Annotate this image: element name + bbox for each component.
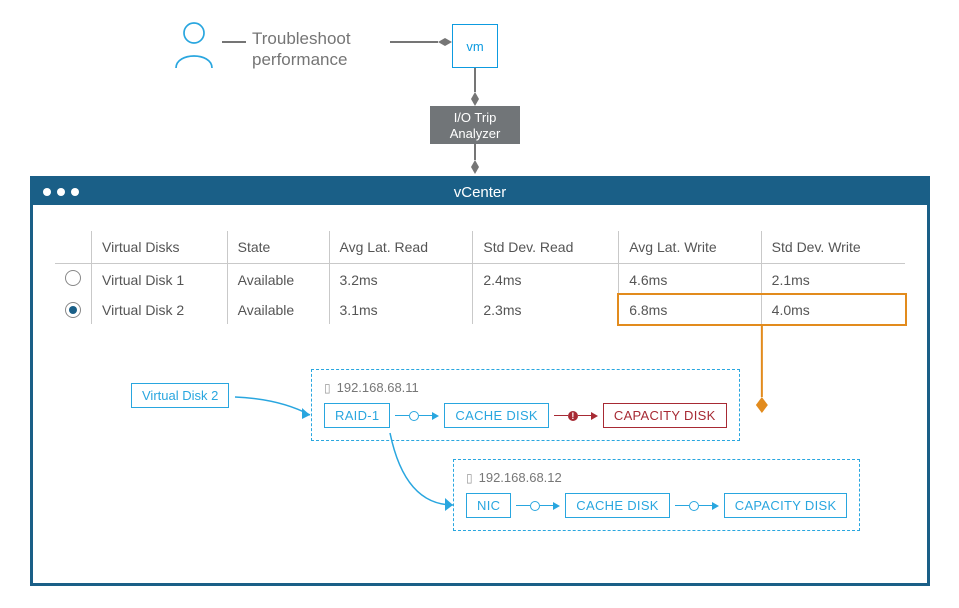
topology-area: Virtual Disk 2 192.168.68.11 RAID-1 CACHE…	[55, 365, 905, 569]
arrow-person-to-label	[222, 39, 246, 45]
table-header: State	[227, 231, 329, 264]
table-row[interactable]: Virtual Disk 2Available3.1ms2.3ms6.8ms4.…	[55, 295, 905, 324]
table-header: Std Dev. Read	[473, 231, 619, 264]
troubleshoot-label: Troubleshoot performance	[252, 28, 351, 71]
top-flow: Troubleshoot performance vm I/O Trip Ana…	[0, 10, 959, 170]
table-cell: 3.1ms	[329, 295, 473, 324]
chain-connector	[516, 501, 560, 511]
chain-chip: NIC	[466, 493, 511, 518]
vcenter-body: Virtual Disks State Avg Lat. Read Std De…	[33, 205, 927, 583]
virtual-disk-label: Virtual Disk 2	[131, 383, 229, 408]
table-cell: 2.4ms	[473, 264, 619, 296]
host-ip: 192.168.68.12	[466, 470, 847, 485]
window-dot	[71, 188, 79, 196]
radio-icon[interactable]	[65, 302, 81, 318]
row-selector[interactable]	[55, 264, 92, 296]
chain-chip: CACHE DISK	[444, 403, 548, 428]
table-header: Std Dev. Write	[761, 231, 905, 264]
arrow-analyzer-to-vcenter	[468, 144, 482, 174]
analyzer-label: I/O Trip Analyzer	[450, 110, 501, 141]
chain-chip: RAID-1	[324, 403, 390, 428]
table-header-select	[55, 231, 92, 264]
table-header: Virtual Disks	[92, 231, 228, 264]
chain-chip: CACHE DISK	[565, 493, 669, 518]
chain-connector	[395, 411, 439, 421]
chain-chip: CAPACITY DISK	[724, 493, 848, 518]
chain-connector	[675, 501, 719, 511]
radio-icon[interactable]	[65, 270, 81, 286]
vcenter-window: vCenter Virtual Disks State Avg Lat. Rea…	[30, 176, 930, 586]
table-cell: Virtual Disk 2	[92, 295, 228, 324]
host-ip: 192.168.68.11	[324, 380, 727, 395]
vcenter-titlebar: vCenter	[33, 179, 927, 205]
chain-connector: !	[554, 411, 598, 421]
host-box-2: 192.168.68.12 NIC CACHE DISK CAPACITY DISK	[453, 459, 860, 531]
chain-chip: CAPACITY DISK	[603, 403, 727, 428]
table-cell: 2.3ms	[473, 295, 619, 324]
window-dot	[43, 188, 51, 196]
table-header: Avg Lat. Read	[329, 231, 473, 264]
table-cell: 6.8ms	[619, 295, 761, 324]
vcenter-title: vCenter	[33, 184, 927, 201]
host-box-1: 192.168.68.11 RAID-1 CACHE DISK! CAPACITY …	[311, 369, 740, 441]
analyzer-box: I/O Trip Analyzer	[430, 106, 520, 144]
person-icon	[170, 20, 218, 72]
row-selector[interactable]	[55, 295, 92, 324]
arrow-label-to-vm	[390, 35, 452, 49]
table-cell: 4.6ms	[619, 264, 761, 296]
window-dot	[57, 188, 65, 196]
host2-chain: NIC CACHE DISK CAPACITY DISK	[466, 493, 847, 518]
virtual-disks-table: Virtual Disks State Avg Lat. Read Std De…	[55, 231, 905, 324]
table-cell: Available	[227, 264, 329, 296]
vm-box: vm	[452, 24, 498, 68]
vm-label: vm	[466, 39, 483, 54]
table-cell: Available	[227, 295, 329, 324]
table-cell: 4.0ms	[761, 295, 905, 324]
table-cell: 2.1ms	[761, 264, 905, 296]
arrow-vm-to-analyzer	[468, 68, 482, 106]
table-row[interactable]: Virtual Disk 1Available3.2ms2.4ms4.6ms2.…	[55, 264, 905, 296]
table-header: Avg Lat. Write	[619, 231, 761, 264]
window-dots	[43, 188, 79, 196]
host1-chain: RAID-1 CACHE DISK! CAPACITY DISK	[324, 403, 727, 428]
table-cell: Virtual Disk 1	[92, 264, 228, 296]
table-cell: 3.2ms	[329, 264, 473, 296]
